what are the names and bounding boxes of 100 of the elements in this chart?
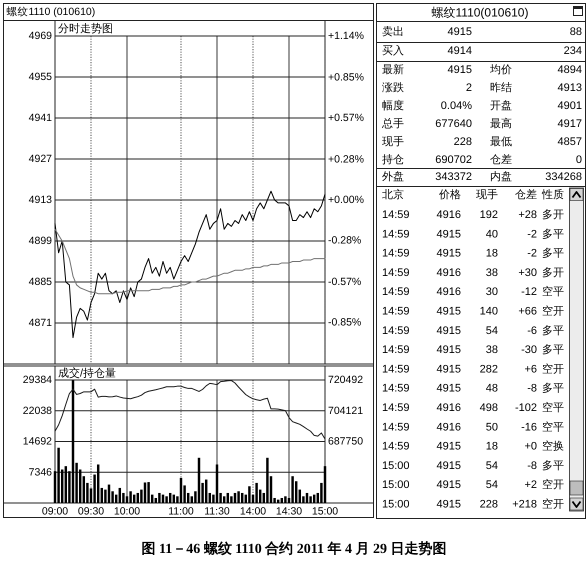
text: 2 xyxy=(466,82,472,94)
y-tick-label: 4955 xyxy=(28,71,52,83)
text: 最低 xyxy=(490,136,512,148)
y2-tick-label: -0.85% xyxy=(328,316,362,328)
text: 14:59 xyxy=(382,402,410,414)
text: 140 xyxy=(480,306,498,318)
bar xyxy=(147,482,150,503)
text: 空换 xyxy=(542,440,564,453)
text: 买入 xyxy=(382,44,404,57)
text: 4915 xyxy=(436,460,461,472)
text: 38 xyxy=(486,266,498,279)
bar xyxy=(240,492,244,503)
text: +28 xyxy=(518,209,537,221)
text: -2 xyxy=(527,248,537,260)
bar xyxy=(158,492,161,503)
y2-tick-label: 704121 xyxy=(328,404,364,417)
text: 498 xyxy=(480,402,498,414)
bar xyxy=(276,500,280,503)
text: 14:59 xyxy=(382,421,410,434)
text: 多平 xyxy=(542,228,564,240)
text: +0 xyxy=(524,440,537,453)
text: 多开 xyxy=(542,266,564,279)
text: 0.04% xyxy=(440,100,472,112)
line-series xyxy=(54,228,326,294)
y2-tick-label: 687750 xyxy=(328,436,364,448)
y-tick-label: 7346 xyxy=(28,466,52,478)
text: 4894 xyxy=(558,64,582,76)
text: 228 xyxy=(480,498,498,510)
bar xyxy=(255,482,258,503)
text: 690702 xyxy=(435,154,472,166)
text: 38 xyxy=(486,344,498,356)
text: 4916 xyxy=(436,286,461,298)
text: 677640 xyxy=(435,118,472,130)
text: 幅度 xyxy=(382,99,404,112)
bar xyxy=(118,488,122,503)
y-tick-label: 4899 xyxy=(28,235,52,247)
text: 14:59 xyxy=(382,324,410,337)
text: -6 xyxy=(527,324,537,337)
text: 现手 xyxy=(476,188,498,201)
text: 14:59 xyxy=(382,344,410,356)
text: 15:00 xyxy=(382,479,410,492)
bar xyxy=(280,498,284,503)
y2-tick-label: +0.85% xyxy=(328,72,364,84)
bar xyxy=(309,496,312,503)
text: 内盘 xyxy=(490,170,512,183)
text: 多开 xyxy=(542,209,564,221)
text: 螺纹1110(010610) xyxy=(432,6,528,20)
text: 88 xyxy=(570,26,582,38)
text: 4916 xyxy=(436,266,461,279)
text: 18 xyxy=(486,440,498,453)
bar xyxy=(312,494,316,503)
text: 空平 xyxy=(542,420,564,434)
x-tick-label: 09:30 xyxy=(78,506,104,518)
bar xyxy=(248,486,251,503)
text: +30 xyxy=(518,266,537,279)
text: 14:59 xyxy=(382,209,410,221)
chart-title: 成交/持仓量 xyxy=(58,366,116,380)
text: 空平 xyxy=(542,401,564,414)
x-tick-label: 10:00 xyxy=(114,506,140,518)
x-tick-label: 15:00 xyxy=(312,506,338,518)
text: 4915 xyxy=(448,64,472,76)
text: +218 xyxy=(512,498,537,510)
text: 4915 xyxy=(436,382,461,395)
text: -16 xyxy=(521,421,537,434)
text: 14:59 xyxy=(382,440,410,453)
text: 48 xyxy=(486,382,498,395)
text: +66 xyxy=(518,306,537,318)
text: 4901 xyxy=(558,100,582,112)
bar xyxy=(226,492,230,503)
x-tick-label: 14:30 xyxy=(276,506,302,518)
text: 4916 xyxy=(436,209,461,221)
text: -8 xyxy=(527,460,537,472)
text: 多平 xyxy=(542,460,564,472)
text: 4915 xyxy=(436,306,461,318)
x-tick-label: 11:30 xyxy=(204,506,230,518)
text: 最新 xyxy=(382,63,404,76)
text: -2 xyxy=(527,228,537,240)
text: 234 xyxy=(564,45,582,57)
text: 15:00 xyxy=(382,460,410,472)
text: 4915 xyxy=(436,228,461,240)
text: 54 xyxy=(486,324,498,337)
chart-title: 螺纹1110 (010610) xyxy=(6,5,96,18)
bar xyxy=(132,494,136,503)
x-tick-label: 09:00 xyxy=(42,506,68,518)
text: 4915 xyxy=(436,363,461,376)
text: 空平 xyxy=(542,285,564,298)
y2-tick-label: +1.14% xyxy=(328,30,364,42)
text: 4915 xyxy=(436,479,461,492)
text: 14:59 xyxy=(382,248,410,260)
text: 4914 xyxy=(448,45,472,57)
text: 价格 xyxy=(438,189,461,201)
bar xyxy=(291,476,294,503)
text: 空开 xyxy=(542,362,564,376)
y2-tick-label: -0.28% xyxy=(328,234,362,246)
text: 最高 xyxy=(490,117,512,130)
text: 30 xyxy=(486,286,498,298)
text: 性质 xyxy=(541,188,564,201)
text: 4916 xyxy=(436,421,461,434)
text: 多平 xyxy=(542,248,564,260)
text: 仓差 xyxy=(490,154,512,166)
